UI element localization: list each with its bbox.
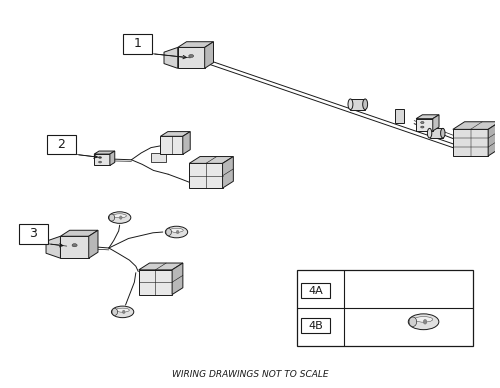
Bar: [46, 135, 76, 154]
Ellipse shape: [428, 128, 432, 138]
Ellipse shape: [420, 126, 424, 128]
Polygon shape: [183, 132, 190, 154]
Polygon shape: [433, 115, 439, 131]
Ellipse shape: [120, 216, 122, 219]
Bar: [350, 99, 365, 109]
Polygon shape: [94, 151, 115, 154]
Polygon shape: [189, 156, 234, 163]
Ellipse shape: [362, 99, 368, 109]
Polygon shape: [172, 263, 183, 294]
Polygon shape: [453, 129, 488, 156]
Ellipse shape: [170, 228, 183, 232]
Polygon shape: [178, 47, 204, 68]
Polygon shape: [164, 47, 177, 68]
Ellipse shape: [424, 319, 427, 324]
Bar: [302, 318, 330, 333]
Bar: [18, 224, 48, 244]
Polygon shape: [88, 230, 98, 258]
Ellipse shape: [113, 214, 126, 218]
Polygon shape: [160, 132, 190, 136]
Ellipse shape: [112, 308, 117, 315]
Text: 2: 2: [58, 138, 66, 151]
Ellipse shape: [116, 308, 130, 312]
Bar: [122, 34, 152, 54]
Bar: [394, 109, 404, 123]
Polygon shape: [110, 151, 115, 166]
Polygon shape: [139, 263, 183, 270]
Polygon shape: [60, 236, 88, 258]
Ellipse shape: [166, 229, 172, 236]
Polygon shape: [178, 42, 214, 47]
Ellipse shape: [440, 128, 445, 138]
Ellipse shape: [109, 214, 114, 221]
Text: 4A: 4A: [308, 286, 323, 296]
Polygon shape: [60, 230, 98, 236]
Ellipse shape: [72, 244, 77, 247]
Polygon shape: [453, 122, 500, 129]
Polygon shape: [160, 136, 183, 154]
Polygon shape: [94, 154, 110, 166]
Ellipse shape: [414, 317, 432, 322]
Polygon shape: [222, 156, 234, 188]
Ellipse shape: [98, 161, 102, 163]
Polygon shape: [189, 163, 222, 188]
Ellipse shape: [166, 226, 188, 238]
Ellipse shape: [98, 156, 102, 158]
Ellipse shape: [348, 99, 353, 109]
Bar: [296, 270, 473, 346]
Ellipse shape: [108, 212, 131, 223]
Text: 4B: 4B: [308, 320, 323, 331]
Text: 1: 1: [134, 37, 141, 50]
Bar: [430, 128, 443, 138]
Polygon shape: [416, 119, 433, 131]
Text: WIRING DRAWINGS NOT TO SCALE: WIRING DRAWINGS NOT TO SCALE: [172, 370, 328, 379]
Ellipse shape: [420, 121, 424, 123]
Polygon shape: [46, 236, 60, 258]
Polygon shape: [416, 115, 439, 119]
Ellipse shape: [189, 54, 194, 57]
Text: 3: 3: [30, 227, 38, 241]
Bar: [302, 283, 330, 298]
Bar: [151, 153, 166, 162]
Ellipse shape: [112, 306, 134, 318]
Polygon shape: [139, 270, 172, 294]
Polygon shape: [204, 42, 214, 68]
Ellipse shape: [122, 310, 125, 314]
Ellipse shape: [409, 317, 416, 327]
Polygon shape: [488, 122, 500, 156]
Ellipse shape: [176, 230, 179, 234]
Ellipse shape: [408, 314, 439, 330]
